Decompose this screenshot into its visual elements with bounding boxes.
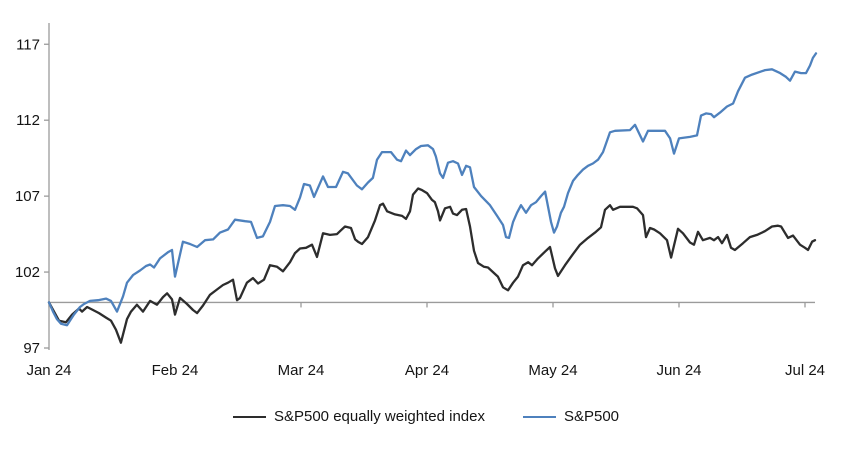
line-chart: Jan 24 Feb 24 Mar 24 Apr 24 May 24 Jun 24 Jul … [15,23,825,379]
y-tick-label: 112 [16,112,40,129]
x-tick-label: Jun 24 [656,362,701,379]
legend-label: S&P500 equally weighted index [273,408,485,425]
x-tick-label: Apr 24 [405,362,449,379]
series-line-sp500 [47,52,818,327]
legend-swatch-dark-line [232,415,266,418]
legend-swatch-blue-line [522,415,556,418]
x-tick-label: Jan 24 [26,362,71,379]
legend-label: S&P500 [563,408,620,425]
series-line-sp500-equal-weight [47,187,817,344]
chart-legend: S&P500 equally weighted index S&P500 [0,408,852,425]
legend-item-sp500: S&P500 [522,408,620,425]
x-tick-label: Jul 24 [785,362,825,379]
x-tick-label: Feb 24 [152,362,199,379]
y-tick-label: 117 [16,36,40,53]
y-tick-label: 102 [15,264,40,281]
y-tick-label: 97 [23,340,40,357]
x-tick-label: May 24 [528,362,577,379]
x-tick-label: Mar 24 [278,362,325,379]
y-tick-label: 107 [15,188,40,205]
legend-item-sp500-equal-weight: S&P500 equally weighted index [232,408,485,425]
